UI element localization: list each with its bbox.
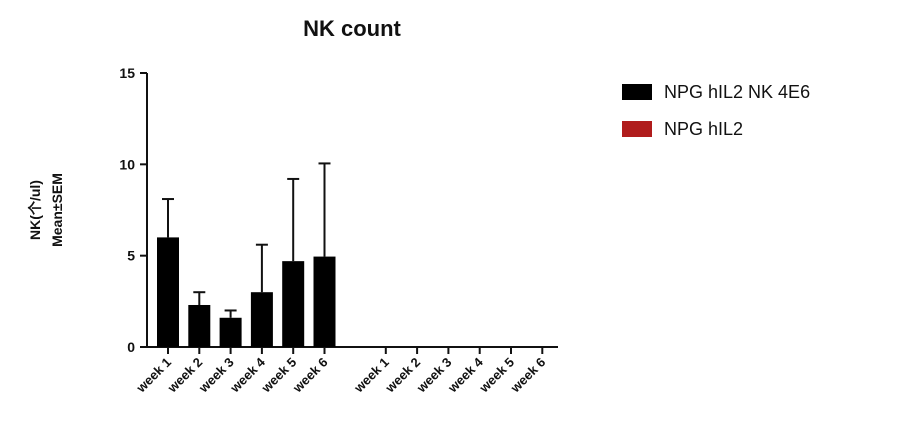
bar-1-2 — [188, 304, 211, 347]
legend-swatch-series-2 — [622, 121, 652, 137]
x-tick-label: week 5 — [258, 355, 299, 396]
bar-1-4 — [250, 292, 273, 347]
bar-1-5 — [282, 261, 305, 347]
x-tick-label: week 2 — [164, 355, 205, 396]
legend-label-series-1: NPG hIL2 NK 4E6 — [664, 82, 810, 102]
y-tick-label: 5 — [127, 248, 135, 264]
x-tick-label: week 3 — [413, 355, 454, 396]
bars — [157, 162, 336, 347]
x-tick-label: week 2 — [382, 355, 423, 396]
y-axis-label: NK(个/ul) Mean±SEM — [27, 173, 65, 247]
x-tick-label: week 5 — [476, 355, 517, 396]
chart-title: NK count — [303, 16, 401, 41]
y-tick-label: 15 — [119, 65, 135, 81]
bar-1-3 — [219, 317, 242, 347]
x-tick-label: week 3 — [195, 355, 236, 396]
bar-1-1 — [157, 237, 179, 347]
y-ticks: 0 5 10 15 — [119, 65, 147, 355]
x-tick-label: week 6 — [289, 355, 330, 396]
x-tick-label: week 1 — [133, 355, 174, 396]
bar-1-6 — [313, 256, 336, 347]
legend-label-series-2: NPG hIL2 — [664, 119, 743, 139]
legend-swatch-series-1 — [622, 84, 652, 100]
x-tick-label: week 6 — [507, 355, 548, 396]
y-axis-label-main: NK(个/ul) — [27, 180, 43, 240]
y-axis-label-sub: Mean±SEM — [49, 173, 65, 247]
x-tick-label: week 1 — [350, 355, 391, 396]
y-tick-label: 0 — [127, 339, 135, 355]
legend: NPG hIL2 NK 4E6 NPG hIL2 — [622, 82, 810, 139]
y-tick-label: 10 — [119, 156, 135, 172]
